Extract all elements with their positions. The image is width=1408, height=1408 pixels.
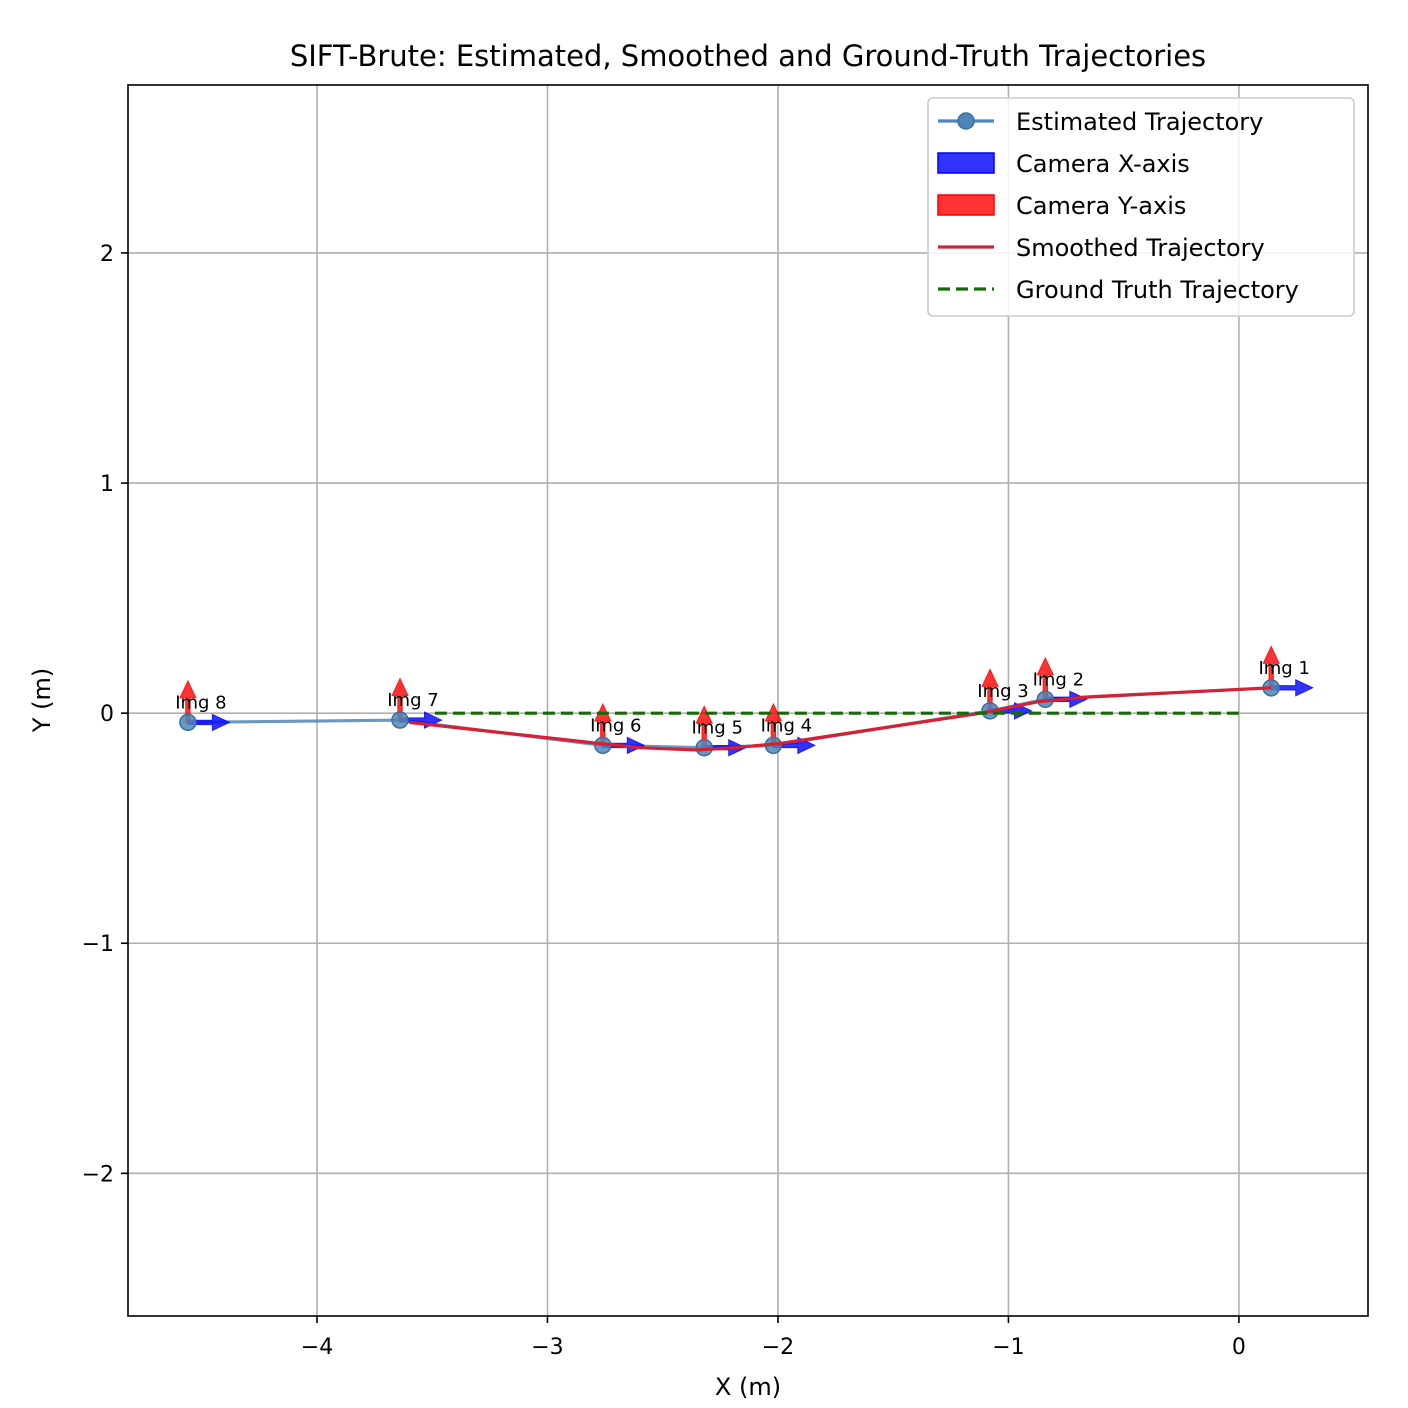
x-axis-label: X (m) <box>715 1373 781 1401</box>
image-label: Img 3 <box>977 681 1028 702</box>
y-tick-label: 2 <box>100 242 114 267</box>
plot-frame <box>127 84 1369 1317</box>
image-label: Img 6 <box>590 715 641 736</box>
legend-label: Smoothed Trajectory <box>1016 234 1265 262</box>
y-tick-label: −2 <box>82 1162 114 1187</box>
x-tick-label: −2 <box>762 1335 794 1360</box>
image-label: Img 7 <box>387 690 438 711</box>
ticks: −4 −3 −2 −1 0 −2 −1 0 1 2 <box>82 242 1246 1360</box>
x-tick-label: −3 <box>531 1335 563 1360</box>
legend-label: Camera X-axis <box>1016 150 1190 178</box>
chart-title: SIFT-Brute: Estimated, Smoothed and Grou… <box>290 39 1206 73</box>
legend-patch <box>937 194 995 216</box>
estimated-point <box>179 713 197 732</box>
y-axis-label: Y (m) <box>28 668 56 733</box>
image-label: Img 1 <box>1258 658 1309 679</box>
legend-label: Ground Truth Trajectory <box>1016 276 1299 304</box>
x-tick-label: 0 <box>1232 1335 1246 1360</box>
image-label: Img 8 <box>175 692 226 713</box>
y-tick-label: 0 <box>100 702 114 727</box>
legend-box <box>927 97 1355 317</box>
x-tick-label: −1 <box>992 1335 1024 1360</box>
y-tick-label: −1 <box>82 932 114 957</box>
x-tick-label: −4 <box>301 1335 333 1360</box>
legend-patch <box>937 152 995 174</box>
legend-label: Estimated Trajectory <box>1016 108 1263 136</box>
y-tick-label: 1 <box>100 472 114 497</box>
estimated-point <box>391 711 409 729</box>
image-label: Img 5 <box>691 718 742 739</box>
data-layer <box>179 645 1314 757</box>
legend: Estimated Trajectory Camera X-axis Camera … <box>927 97 1355 317</box>
legend-label: Camera Y-axis <box>1016 192 1186 220</box>
image-label: Img 2 <box>1033 669 1084 690</box>
smoothed-trajectory-line <box>409 686 1272 752</box>
legend-marker-estimated <box>957 112 975 130</box>
image-label: Img 4 <box>761 715 812 736</box>
